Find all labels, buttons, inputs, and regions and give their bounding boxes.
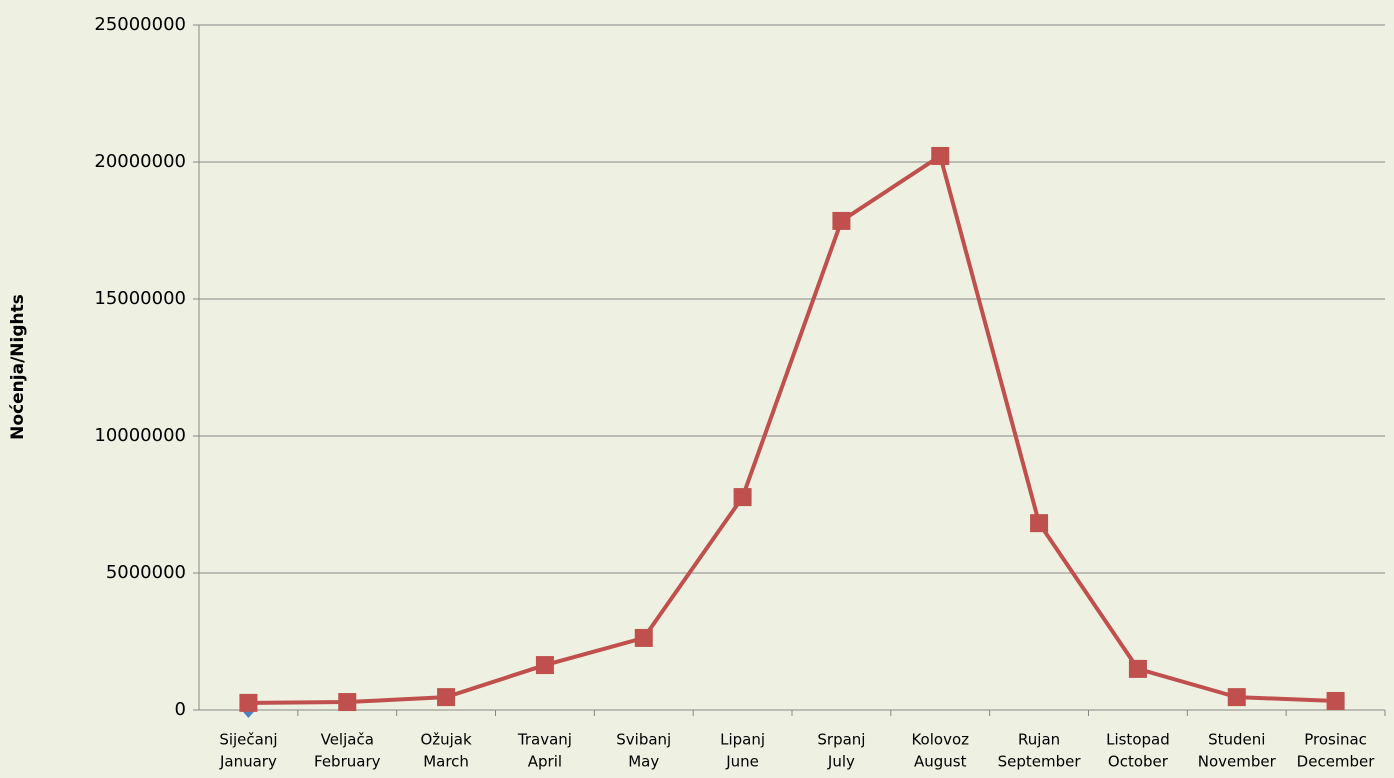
x-tick-label: Prosinac bbox=[1304, 731, 1367, 749]
x-tick-label: February bbox=[314, 753, 381, 771]
y-tick-label: 25000000 bbox=[94, 14, 186, 35]
y-tick-label: 10000000 bbox=[94, 425, 186, 446]
marker bbox=[239, 693, 258, 712]
y-axis-label: Noćenja/Nights bbox=[8, 294, 28, 440]
x-tick-label: July bbox=[827, 753, 855, 771]
x-tick-label: June bbox=[725, 753, 759, 771]
x-tick-label: January bbox=[219, 753, 277, 771]
x-tick-label: October bbox=[1108, 753, 1169, 771]
y-tick-label: 20000000 bbox=[94, 151, 186, 172]
x-tick-label: Travanj bbox=[517, 731, 572, 749]
marker bbox=[832, 211, 851, 230]
marker bbox=[338, 693, 357, 712]
x-tick-label: November bbox=[1198, 753, 1277, 771]
y-tick-label: 0 bbox=[175, 699, 186, 720]
x-tick-label: May bbox=[628, 753, 659, 771]
x-tick-label: March bbox=[423, 753, 469, 771]
marker bbox=[1030, 514, 1049, 533]
x-tick-label: Srpanj bbox=[817, 731, 865, 749]
marker bbox=[437, 688, 456, 707]
marker bbox=[535, 656, 554, 675]
x-tick-label: August bbox=[914, 753, 967, 771]
x-tick-label: Studeni bbox=[1208, 731, 1265, 749]
y-tick-label: 5000000 bbox=[106, 562, 186, 583]
x-tick-label: Kolovoz bbox=[911, 731, 969, 749]
x-tick-label: Ožujak bbox=[420, 731, 472, 749]
marker bbox=[1227, 688, 1246, 707]
x-tick-label: Lipanj bbox=[720, 731, 765, 749]
x-tick-label: April bbox=[528, 753, 562, 771]
marker bbox=[931, 146, 950, 165]
marker bbox=[634, 628, 653, 647]
marker bbox=[1326, 691, 1345, 710]
x-tick-label: Svibanj bbox=[616, 731, 671, 749]
x-tick-label: Rujan bbox=[1018, 731, 1060, 749]
x-tick-label: December bbox=[1297, 753, 1376, 771]
y-tick-label: 15000000 bbox=[94, 288, 186, 309]
marker bbox=[733, 488, 752, 507]
x-tick-label: September bbox=[998, 753, 1082, 771]
x-tick-label: Listopad bbox=[1106, 731, 1170, 749]
x-tick-label: Siječanj bbox=[219, 731, 277, 749]
marker bbox=[1128, 659, 1147, 678]
x-tick-label: Veljača bbox=[321, 731, 374, 749]
series-line bbox=[248, 153, 1336, 705]
